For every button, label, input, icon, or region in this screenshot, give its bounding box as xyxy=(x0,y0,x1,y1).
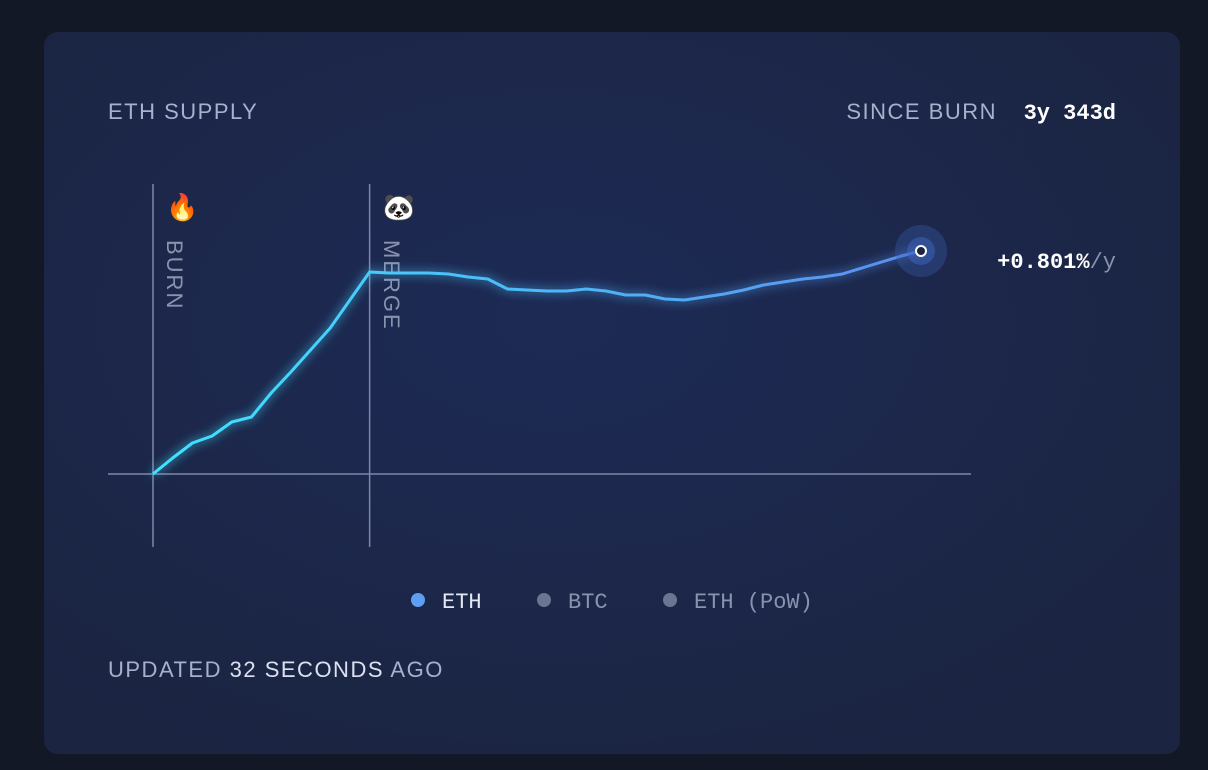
eth-line xyxy=(152,249,922,476)
event-label: MERGE xyxy=(379,240,404,331)
legend-dot xyxy=(537,593,551,607)
since-label: SINCE BURN xyxy=(846,99,997,124)
legend-item[interactable]: ETH xyxy=(411,590,482,615)
legend-dot xyxy=(411,593,425,607)
end-point xyxy=(915,245,927,257)
footer-prefix: UPDATED xyxy=(108,657,222,682)
footer-time: 32 SECONDS xyxy=(230,657,384,682)
legend-item[interactable]: BTC xyxy=(537,590,608,615)
legend-item[interactable]: ETH (PoW) xyxy=(663,590,813,615)
event-icon: 🔥 xyxy=(166,192,198,222)
event-label: BURN xyxy=(162,240,187,310)
end-unit: /y xyxy=(1090,250,1116,275)
since-value: 3y 343d xyxy=(1024,101,1116,126)
legend-dot xyxy=(663,593,677,607)
legend-label: ETH (PoW) xyxy=(694,590,813,615)
title: ETH SUPPLY xyxy=(108,99,258,124)
legend-label: ETH xyxy=(442,590,482,615)
event-icon: 🐼 xyxy=(383,192,416,222)
end-label: +0.801%/y xyxy=(997,250,1116,275)
legend-label: BTC xyxy=(568,590,608,615)
card xyxy=(44,32,1180,754)
footer: UPDATED 32 SECONDS AGO xyxy=(108,657,444,682)
end-value: +0.801% xyxy=(997,250,1090,275)
footer-suffix: AGO xyxy=(390,657,443,682)
